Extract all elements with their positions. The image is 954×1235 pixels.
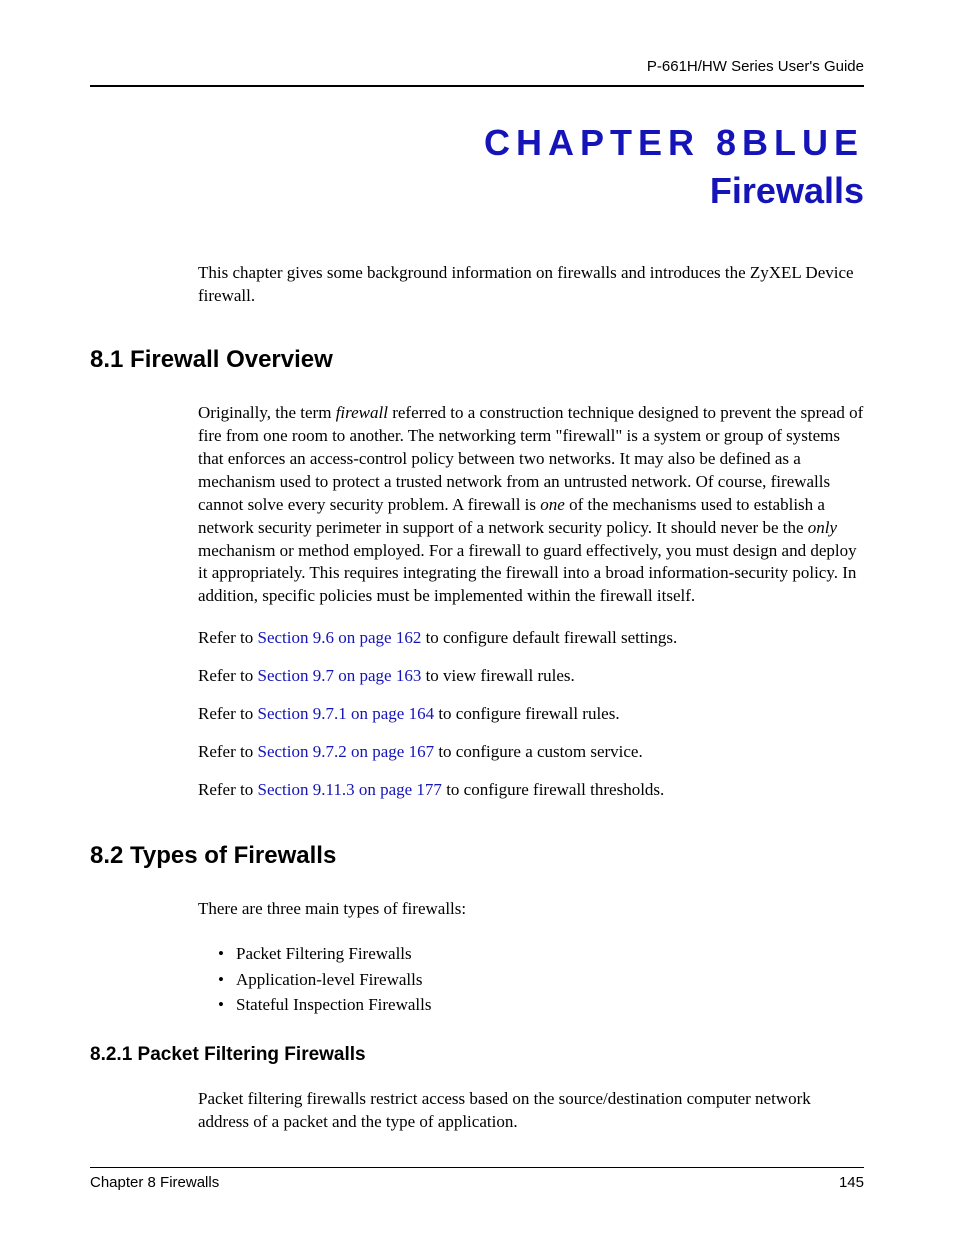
section-8-1-body: Originally, the term firewall referred t… [198, 402, 864, 608]
ref-prefix: Refer to [198, 666, 257, 685]
ref-suffix: to configure firewall thresholds. [442, 780, 664, 799]
section-8-2-intro: There are three main types of firewalls: [198, 898, 864, 921]
section-8-2-1-heading: 8.2.1 Packet Filtering Firewalls [90, 1044, 864, 1066]
section-8-2-1-body: Packet filtering firewalls restrict acce… [198, 1088, 864, 1134]
reference-line: Refer to Section 9.6 on page 162 to conf… [198, 628, 864, 648]
chapter-label: CHAPTER 8BLUE [90, 122, 864, 164]
footer-chapter-label: Chapter 8 Firewalls [90, 1174, 219, 1191]
list-item: Packet Filtering Firewalls [218, 941, 864, 967]
section-link[interactable]: Section 9.11.3 on page 177 [257, 780, 441, 799]
ref-suffix: to configure a custom service. [434, 742, 643, 761]
chapter-name: Firewalls [90, 170, 864, 212]
guide-title: P-661H/HW Series User's Guide [647, 58, 864, 75]
list-item: Application-level Firewalls [218, 967, 864, 993]
ref-suffix: to view firewall rules. [421, 666, 574, 685]
section-link[interactable]: Section 9.7 on page 163 [257, 666, 421, 685]
ref-suffix: to configure firewall rules. [434, 704, 620, 723]
ref-prefix: Refer to [198, 628, 257, 647]
list-item: Stateful Inspection Firewalls [218, 992, 864, 1018]
section-link[interactable]: Section 9.7.1 on page 164 [257, 704, 434, 723]
section-link[interactable]: Section 9.7.2 on page 167 [257, 742, 434, 761]
ref-prefix: Refer to [198, 742, 257, 761]
body-italic-fragment: one [540, 495, 565, 514]
page-number: 145 [839, 1174, 864, 1191]
chapter-title-block: CHAPTER 8BLUE Firewalls [90, 122, 864, 212]
body-text-fragment: Originally, the term [198, 403, 336, 422]
section-8-2-heading: 8.2 Types of Firewalls [90, 842, 864, 870]
reference-line: Refer to Section 9.7.1 on page 164 to co… [198, 704, 864, 724]
body-text-fragment: mechanism or method employed. For a fire… [198, 541, 857, 606]
firewall-types-list: Packet Filtering Firewalls Application-l… [218, 941, 864, 1018]
body-italic-fragment: firewall [336, 403, 388, 422]
chapter-intro: This chapter gives some background infor… [198, 262, 864, 308]
ref-prefix: Refer to [198, 780, 257, 799]
reference-line: Refer to Section 9.11.3 on page 177 to c… [198, 780, 864, 800]
reference-line: Refer to Section 9.7.2 on page 167 to co… [198, 742, 864, 762]
section-8-1-heading: 8.1 Firewall Overview [90, 346, 864, 374]
reference-line: Refer to Section 9.7 on page 163 to view… [198, 666, 864, 686]
ref-prefix: Refer to [198, 704, 257, 723]
page-header: P-661H/HW Series User's Guide [90, 58, 864, 85]
footer-row: Chapter 8 Firewalls 145 [90, 1174, 864, 1191]
body-italic-fragment: only [808, 518, 837, 537]
header-rule [90, 85, 864, 87]
ref-suffix: to configure default firewall settings. [421, 628, 677, 647]
section-link[interactable]: Section 9.6 on page 162 [257, 628, 421, 647]
page-footer: Chapter 8 Firewalls 145 [90, 1167, 864, 1191]
footer-rule [90, 1167, 864, 1168]
